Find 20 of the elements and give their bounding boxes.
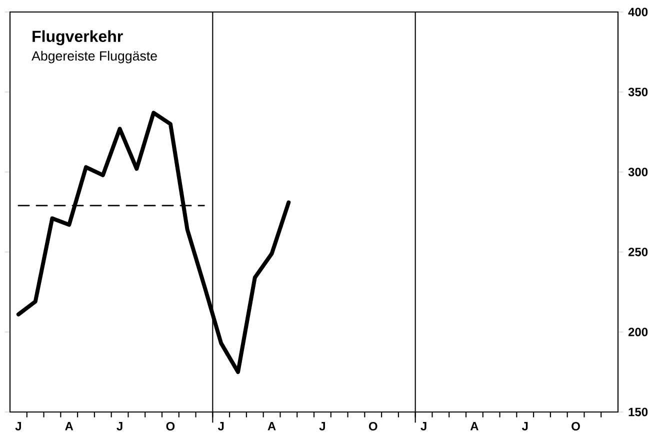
x-tick-label: J — [15, 422, 21, 430]
x-tick-label: O — [368, 422, 378, 431]
y-tick-label: 350 — [628, 88, 648, 96]
x-tick-label: A — [65, 422, 74, 430]
x-tick-label: J — [116, 422, 122, 430]
x-tick-label: J — [522, 422, 528, 430]
text: Abgereiste Fluggäste — [32, 50, 157, 64]
y-tick-label: 250 — [628, 248, 648, 256]
x-tick-label: A — [470, 422, 478, 430]
x-tick-label: J — [420, 422, 426, 430]
x-tick-label: J — [218, 422, 224, 430]
text: Flugverkehr — [32, 30, 123, 46]
y-tick-label: 200 — [628, 328, 648, 336]
y-tick-label: 300 — [628, 168, 648, 176]
x-tick-label: O — [166, 422, 175, 431]
x-tick-label: J — [319, 422, 325, 430]
y-tick-label: 400 — [628, 8, 648, 16]
x-tick-label: O — [572, 422, 580, 431]
x-tick-label: A — [268, 422, 276, 430]
y-tick-label: 150 — [628, 408, 648, 416]
